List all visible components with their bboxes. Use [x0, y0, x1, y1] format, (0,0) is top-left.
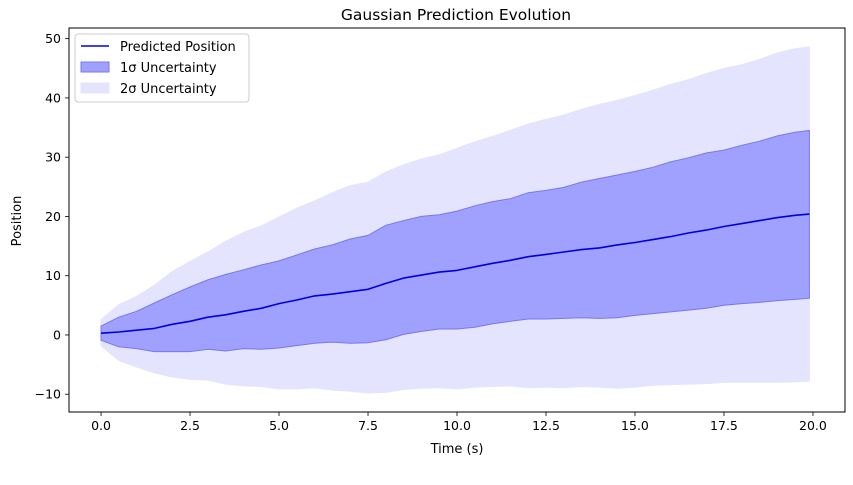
- y-tick-label: 50: [45, 31, 61, 46]
- x-tick-label: 20.0: [799, 418, 827, 433]
- y-tick-label: 10: [45, 268, 61, 283]
- y-tick-label: 30: [45, 150, 61, 165]
- chart-title: Gaussian Prediction Evolution: [341, 6, 571, 24]
- x-axis-ticks: 0.0 2.5 5.0 7.5 10.0 12.5 15.0 17.5 20.0: [91, 412, 827, 433]
- y-axis-ticks: −10 0 10 20 30 40 50: [35, 31, 69, 402]
- x-tick-label: 2.5: [180, 418, 200, 433]
- legend-label-1sigma: 1σ Uncertainty: [120, 61, 217, 76]
- x-tick-label: 5.0: [269, 418, 289, 433]
- legend-frame: [74, 33, 250, 103]
- y-tick-label: 40: [45, 90, 61, 105]
- x-tick-label: 15.0: [621, 418, 649, 433]
- x-axis-label: Time (s): [430, 442, 484, 457]
- prediction-line-layer: [100, 213, 810, 334]
- y-tick-label: 0: [53, 327, 61, 342]
- band-1sigma-uncertainty: [100, 129, 810, 353]
- y-tick-label: −10: [35, 387, 61, 402]
- x-tick-label: 10.0: [443, 418, 471, 433]
- predicted-position-line: [100, 213, 810, 334]
- x-tick-label: 7.5: [358, 418, 378, 433]
- x-tick-label: 17.5: [710, 418, 738, 433]
- uncertainty-bands: [100, 46, 810, 394]
- legend-label-predicted-position: Predicted Position: [120, 40, 236, 55]
- legend-label-2sigma: 2σ Uncertainty: [120, 82, 217, 97]
- x-tick-label: 0.0: [91, 418, 111, 433]
- x-tick-label: 12.5: [532, 418, 560, 433]
- legend-swatch-1sigma: [80, 61, 110, 73]
- y-axis-label: Position: [10, 196, 25, 247]
- legend-swatch-2sigma: [80, 82, 110, 94]
- legend: Predicted Position 1σ Uncertainty 2σ Unc…: [74, 33, 250, 103]
- y-tick-label: 20: [45, 209, 61, 224]
